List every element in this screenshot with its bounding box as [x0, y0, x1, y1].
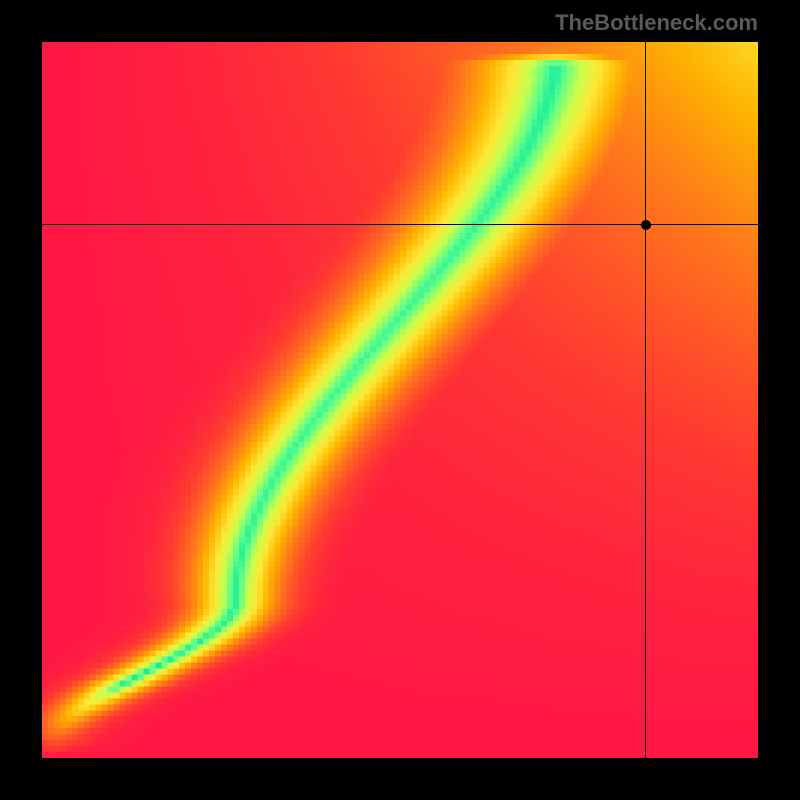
watermark-text: TheBottleneck.com	[555, 10, 758, 36]
bottleneck-heatmap	[42, 42, 758, 758]
marker-point	[641, 220, 651, 230]
chart-container: TheBottleneck.com	[0, 0, 800, 800]
crosshair-vertical	[645, 42, 646, 758]
crosshair-horizontal	[42, 224, 758, 225]
